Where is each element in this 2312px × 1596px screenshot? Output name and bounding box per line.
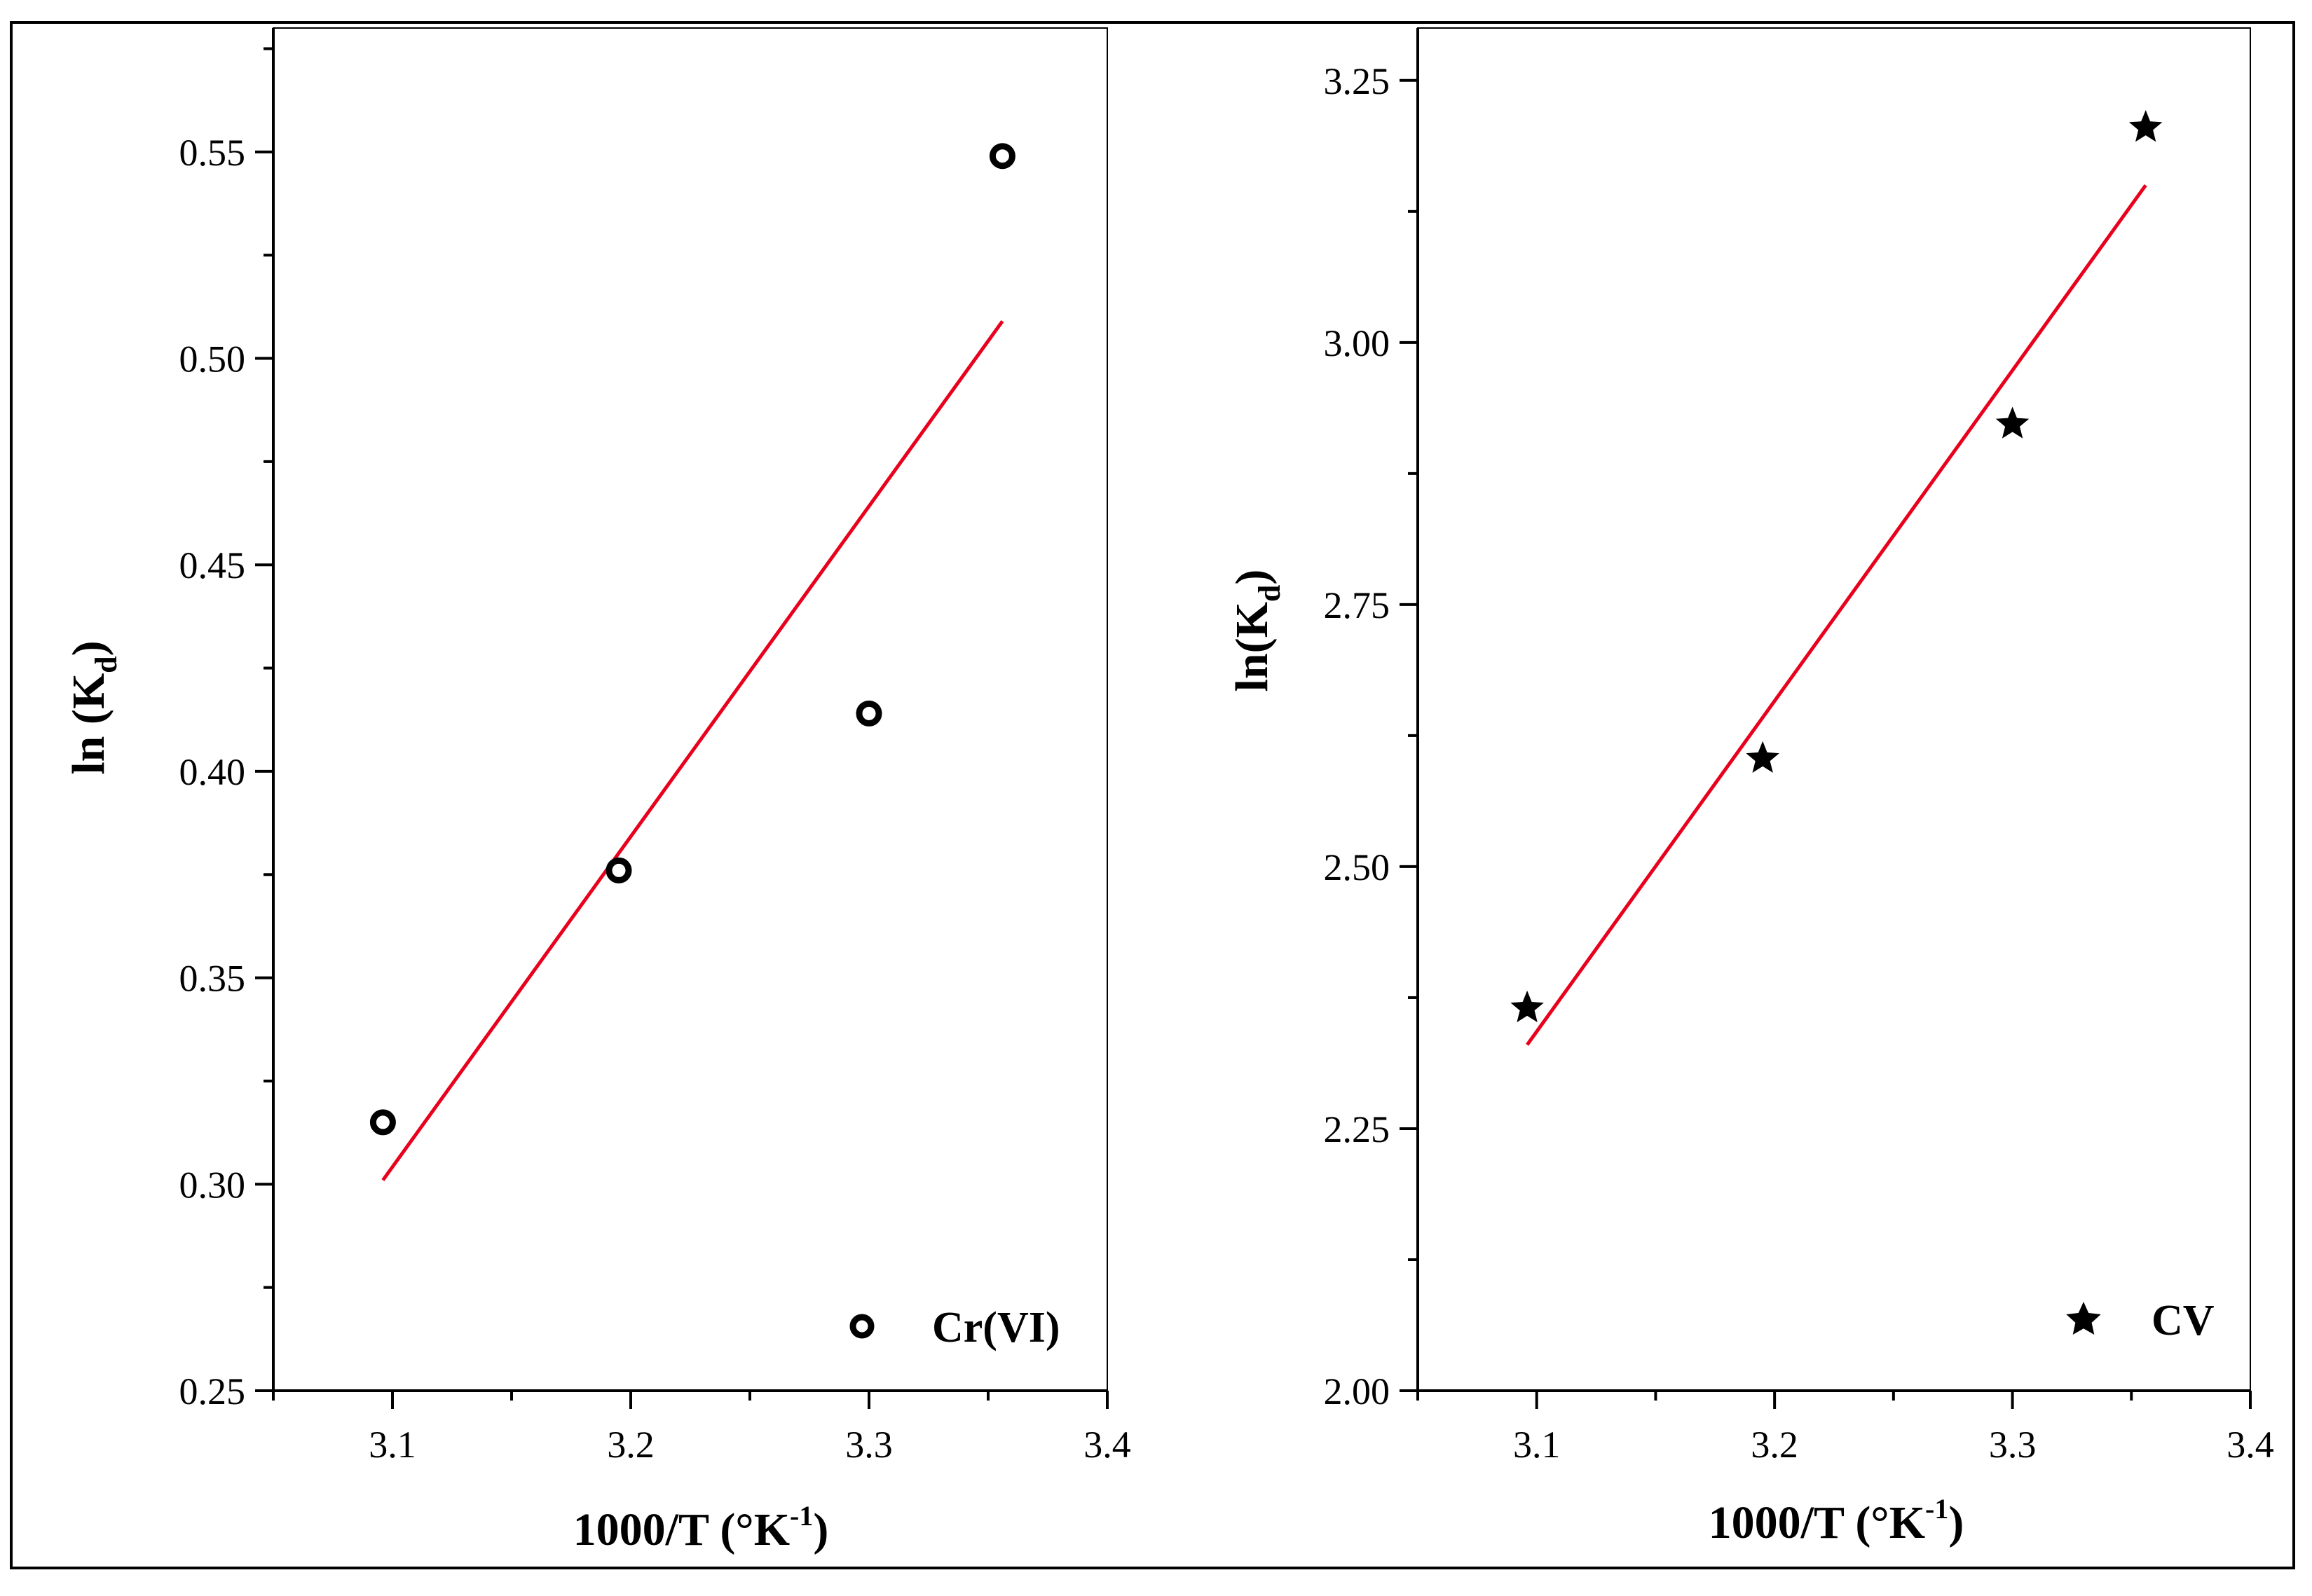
x-tick-label: 3.4 [1083,1424,1131,1466]
y-ticks: 0.25 0.30 0.35 0.40 0.45 0.50 0.55 [179,47,273,1412]
data-points [1510,110,2163,1023]
data-points [369,143,1015,1136]
fit-line [381,320,1004,1181]
y-tick-label: 3.25 [1324,60,1390,102]
y-tick-label: 0.40 [179,751,246,793]
chart-panel-cr-vi: 3.1 3.2 3.3 3.4 0.25 0.30 0.35 0.40 0.45 0.50 0.5… [63,27,1131,1555]
y-tick-label: 2.00 [1324,1370,1390,1412]
x-tick-label: 3.2 [1751,1424,1798,1466]
x-ticks: 3.1 3.2 3.3 3.4 [1416,1391,2274,1466]
y-tick-label: 0.25 [179,1370,246,1412]
y-axis-title: ln (Kd) [63,640,123,774]
y-ticks: 2.00 2.25 2.50 2.75 3.00 3.25 [1324,60,1418,1412]
x-tick-label: 3.1 [1513,1424,1561,1466]
x-axis-title: 1000/T (°K-1) [573,1500,829,1555]
y-tick-label: 2.50 [1324,846,1390,888]
data-point [989,143,1015,170]
y-tick-label: 3.00 [1324,322,1390,364]
x-tick-label: 3.3 [845,1424,893,1466]
x-tick-label: 3.2 [607,1424,655,1466]
plot-area-frame [1417,27,2251,1391]
data-point [1746,741,1779,773]
x-ticks: 3.1 3.2 3.3 3.4 [272,1391,1131,1466]
y-tick-label: 0.50 [179,338,246,380]
legend-label: CV [2152,1297,2215,1344]
data-point [1510,990,1544,1023]
y-tick-label: 2.25 [1324,1108,1390,1150]
y-tick-label: 0.55 [179,132,246,174]
chart-panel-cv: 3.1 3.2 3.3 3.4 2.00 2.25 2.50 2.75 3.00 3.25 CV… [1226,27,2274,1548]
y-tick-label: 2.75 [1324,584,1390,626]
x-tick-label: 3.1 [369,1424,416,1466]
x-axis-title: 1000/T (°K-1) [1709,1493,1964,1548]
data-point [1995,406,2030,439]
figure-frame [10,21,2295,1569]
fit-line [1526,184,2147,1046]
legend-marker-circle [849,1314,875,1339]
data-point [606,857,632,883]
data-point [856,700,882,727]
y-axis-title: ln(Kd) [1226,570,1287,692]
data-point [369,1109,396,1136]
y-tick-label: 0.35 [179,958,246,1000]
x-tick-label: 3.3 [1989,1424,2037,1466]
plot-area-frame [273,27,1108,1391]
legend-label: Cr(VI) [932,1304,1060,1351]
legend-marker-star [2066,1302,2101,1335]
x-tick-label: 3.4 [2227,1424,2274,1466]
y-tick-label: 0.30 [179,1164,246,1206]
y-tick-label: 0.45 [179,544,246,586]
data-point [2128,110,2163,142]
